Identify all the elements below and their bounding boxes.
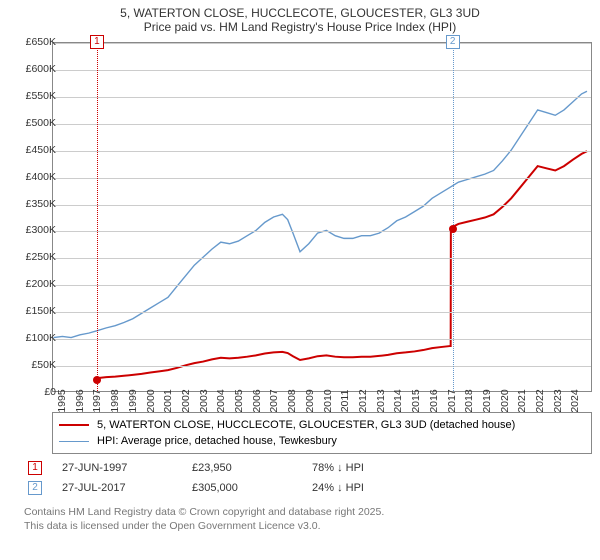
annotation-table: 1 27-JUN-1997£23,95078% ↓ HPI 2 27-JUL-2017… <box>28 458 452 498</box>
y-axis-label: £200K <box>26 278 56 290</box>
x-axis-label: 2018 <box>463 389 475 412</box>
y-axis-label: £150K <box>26 305 56 317</box>
annotation-price: £23,950 <box>192 462 312 474</box>
x-axis-label: 1997 <box>91 389 103 412</box>
x-axis-label: 2020 <box>499 389 511 412</box>
x-axis-label: 2002 <box>180 389 192 412</box>
x-axis-label: 2001 <box>162 389 174 412</box>
chart-titles: 5, WATERTON CLOSE, HUCCLECOTE, GLOUCESTE… <box>0 0 600 34</box>
footer-text: Contains HM Land Registry data © Crown c… <box>24 506 384 533</box>
y-axis-label: £650K <box>26 36 56 48</box>
x-axis-label: 2009 <box>304 389 316 412</box>
event-marker: 2 <box>446 35 460 49</box>
annotation-row: 1 27-JUN-1997£23,95078% ↓ HPI <box>28 458 452 478</box>
chart-plot-area: 1995199619971998199920002001200220032004… <box>52 42 592 392</box>
legend-box: 5, WATERTON CLOSE, HUCCLECOTE, GLOUCESTE… <box>52 412 592 454</box>
y-axis-label: £600K <box>26 63 56 75</box>
legend-item: HPI: Average price, detached house, Tewk… <box>59 433 585 449</box>
x-axis-label: 1999 <box>127 389 139 412</box>
x-axis-label: 1998 <box>109 389 121 412</box>
x-axis-label: 2016 <box>428 389 440 412</box>
y-axis-label: £50K <box>31 359 56 371</box>
title-line-1: 5, WATERTON CLOSE, HUCCLECOTE, GLOUCESTE… <box>0 6 600 20</box>
x-axis-label: 2011 <box>339 390 351 413</box>
series-line <box>54 91 587 337</box>
x-axis-label: 2008 <box>286 389 298 412</box>
y-axis-label: £350K <box>26 198 56 210</box>
x-axis-label: 2014 <box>392 389 404 412</box>
annotation-date: 27-JUN-1997 <box>62 462 192 474</box>
x-axis-label: 2003 <box>198 389 210 412</box>
x-axis-label: 2021 <box>516 389 528 412</box>
annotation-price: £305,000 <box>192 482 312 494</box>
footer-line-1: Contains HM Land Registry data © Crown c… <box>24 506 384 520</box>
x-axis-label: 2024 <box>569 389 581 412</box>
x-axis-label: 2005 <box>233 389 245 412</box>
event-marker: 1 <box>90 35 104 49</box>
legend-label: HPI: Average price, detached house, Tewk… <box>97 435 337 447</box>
x-axis-label: 2013 <box>375 389 387 412</box>
footer-line-2: This data is licensed under the Open Gov… <box>24 520 384 534</box>
y-axis-label: £500K <box>26 117 56 129</box>
chart-container: 5, WATERTON CLOSE, HUCCLECOTE, GLOUCESTE… <box>0 0 600 560</box>
annotation-marker: 1 <box>28 461 42 475</box>
title-line-2: Price paid vs. HM Land Registry's House … <box>0 20 600 34</box>
x-axis-label: 2023 <box>552 389 564 412</box>
series-line <box>97 151 587 378</box>
legend-item: 5, WATERTON CLOSE, HUCCLECOTE, GLOUCESTE… <box>59 417 585 433</box>
x-axis-label: 1996 <box>74 389 86 412</box>
x-axis-label: 2000 <box>145 389 157 412</box>
x-axis-label: 2022 <box>534 389 546 412</box>
legend-label: 5, WATERTON CLOSE, HUCCLECOTE, GLOUCESTE… <box>97 419 515 431</box>
x-axis-label: 2017 <box>446 389 458 412</box>
legend-swatch <box>59 424 89 426</box>
y-axis-label: £400K <box>26 171 56 183</box>
annotation-row: 2 27-JUL-2017£305,00024% ↓ HPI <box>28 478 452 498</box>
y-axis-label: £0 <box>44 386 56 398</box>
x-axis-label: 2019 <box>481 389 493 412</box>
y-axis-label: £550K <box>26 90 56 102</box>
x-axis-label: 2015 <box>410 389 422 412</box>
x-axis-label: 2010 <box>322 389 334 412</box>
x-axis-label: 1995 <box>56 389 68 412</box>
x-axis-label: 2006 <box>251 389 263 412</box>
x-axis-label: 2007 <box>268 389 280 412</box>
y-axis-label: £100K <box>26 332 56 344</box>
annotation-marker: 2 <box>28 481 42 495</box>
annotation-pct: 78% ↓ HPI <box>312 462 452 474</box>
legend-swatch <box>59 441 89 442</box>
annotation-pct: 24% ↓ HPI <box>312 482 452 494</box>
sale-dot <box>93 376 101 384</box>
x-axis-label: 2012 <box>357 389 369 412</box>
annotation-date: 27-JUL-2017 <box>62 482 192 494</box>
sale-dot <box>449 225 457 233</box>
y-axis-label: £250K <box>26 251 56 263</box>
y-axis-label: £300K <box>26 224 56 236</box>
x-axis-label: 2004 <box>215 389 227 412</box>
y-axis-label: £450K <box>26 144 56 156</box>
